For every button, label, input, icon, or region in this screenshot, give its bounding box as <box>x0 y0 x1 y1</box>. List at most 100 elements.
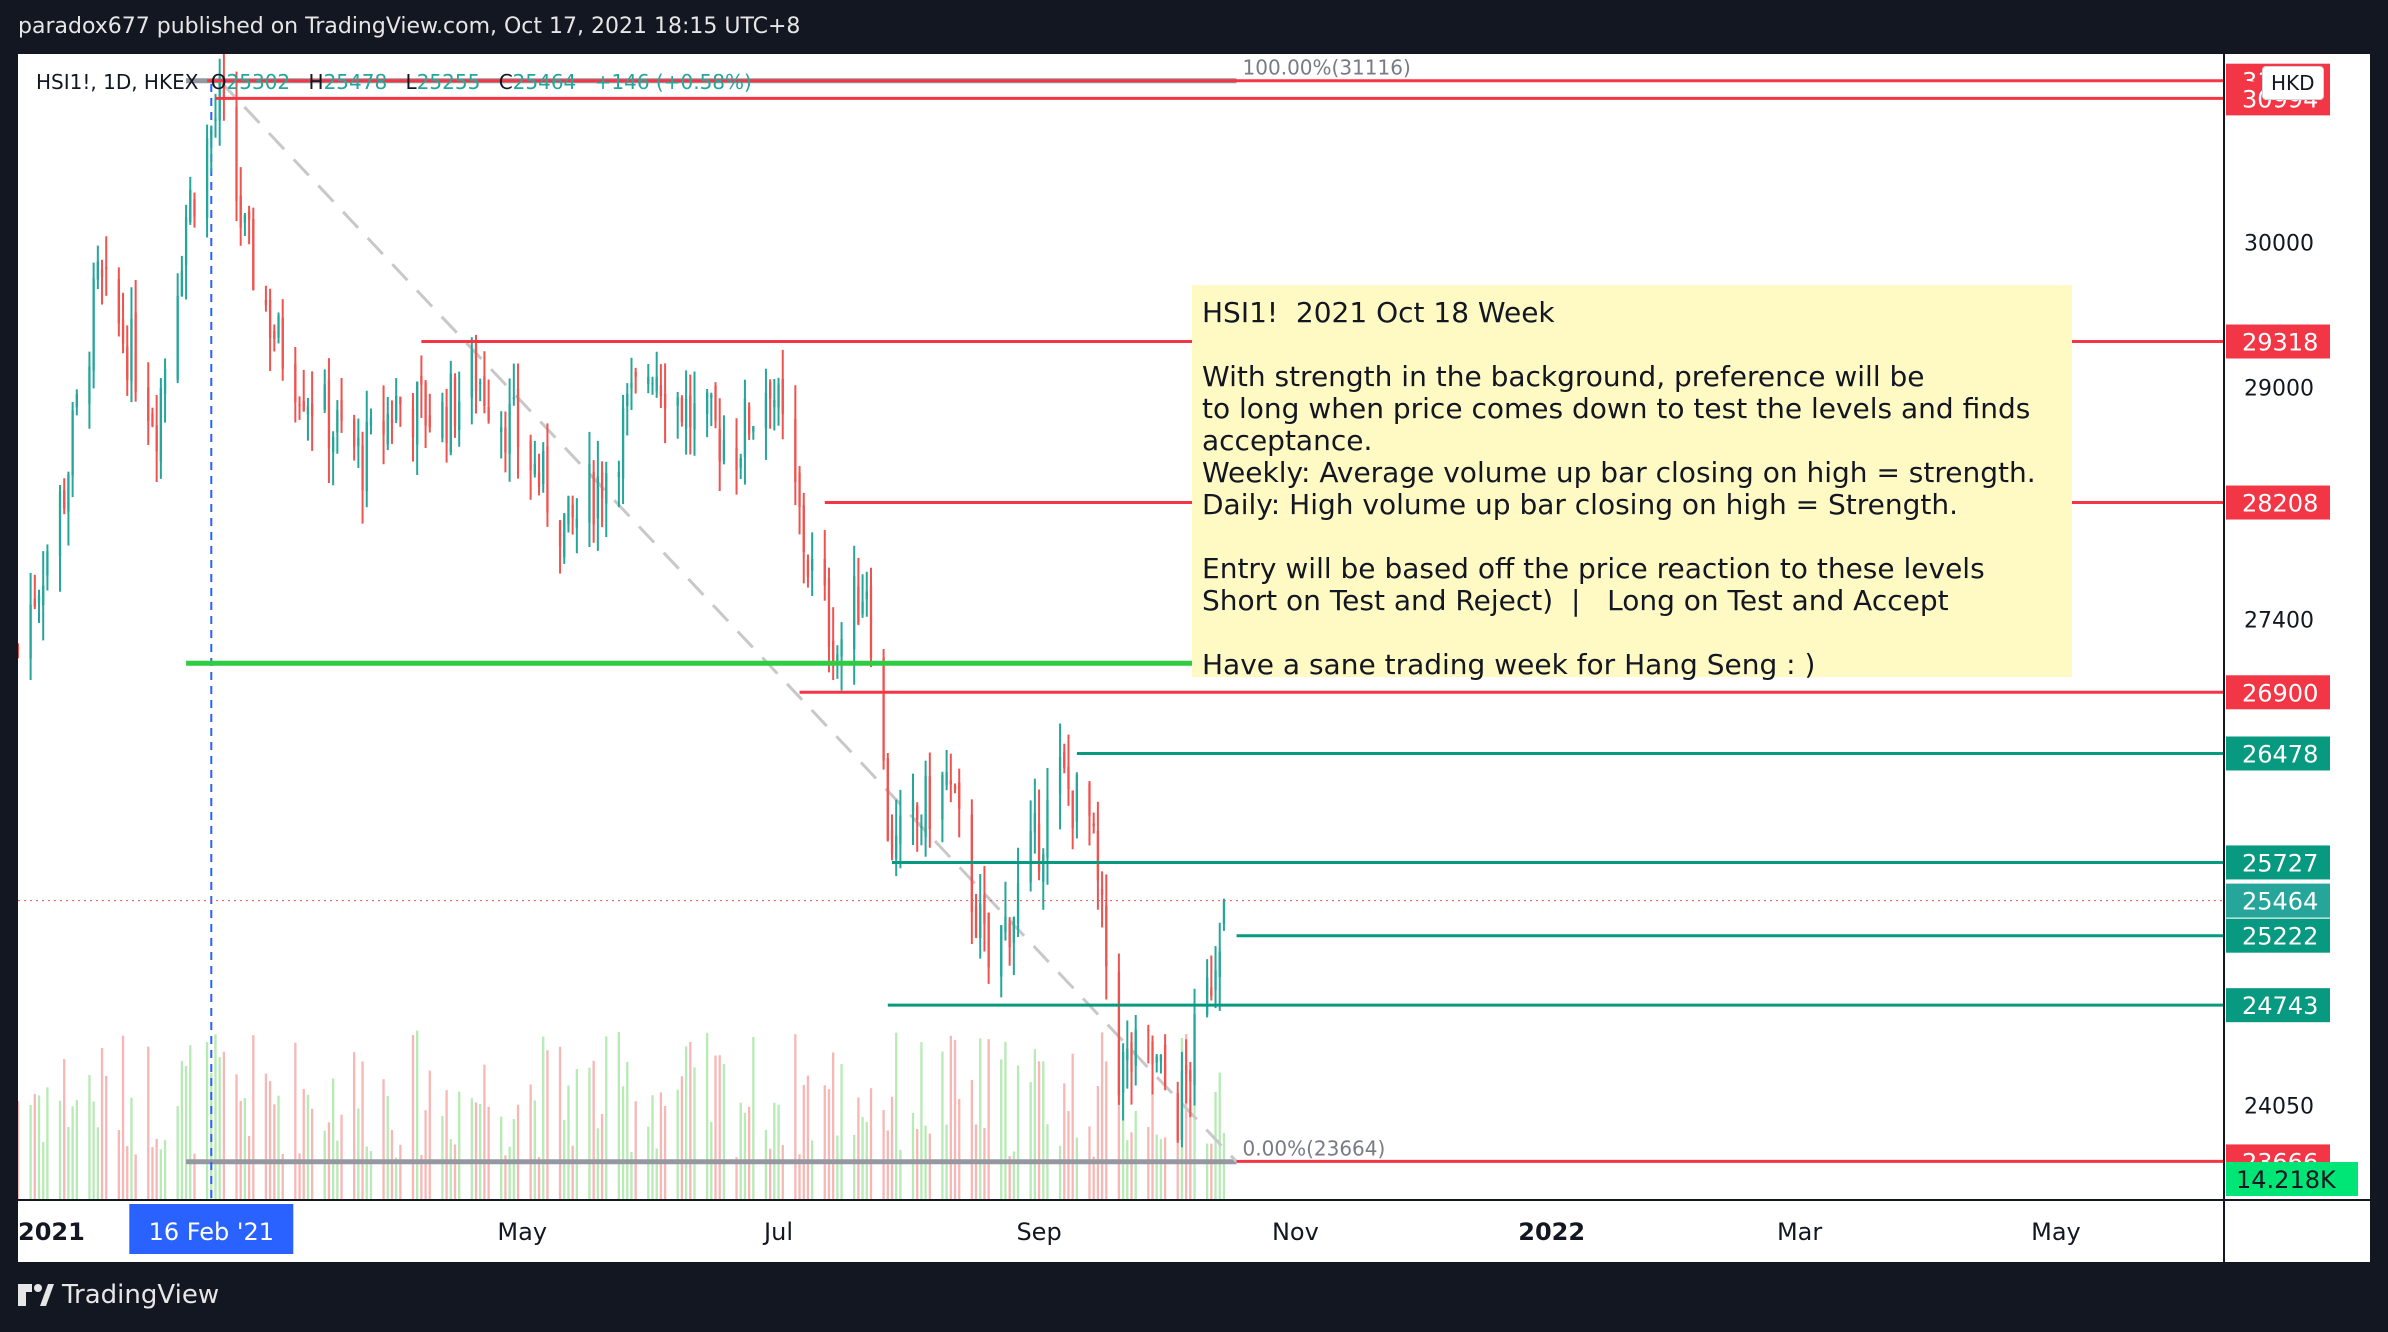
volume-bar <box>747 1106 751 1200</box>
candle-body <box>239 195 242 228</box>
price-axis-label-bg <box>2226 675 2330 710</box>
volume-bar <box>659 1092 663 1200</box>
volume-bar <box>399 1144 402 1200</box>
candle-body <box>832 640 835 666</box>
volume-bar <box>1058 1145 1062 1200</box>
volume-bar <box>92 1101 95 1200</box>
volume-bar <box>949 1035 952 1200</box>
candle-body <box>869 585 873 659</box>
candle-body <box>470 350 473 398</box>
price-axis-label-bg <box>2226 485 2330 520</box>
candle-body <box>857 586 860 625</box>
price-axis-label: 26478 <box>2242 740 2318 768</box>
candle-body <box>33 598 36 607</box>
volume-bar <box>1189 1097 1192 1200</box>
candle-body <box>1037 823 1041 872</box>
price-axis-label-bg <box>2226 988 2330 1023</box>
candle-body <box>1176 1093 1179 1141</box>
volume-bar <box>823 1085 826 1200</box>
volume-bar <box>735 1157 738 1200</box>
candle-body <box>155 425 158 452</box>
trend-line[interactable] <box>218 79 1238 1163</box>
candle-body <box>390 419 394 424</box>
candle-body <box>235 106 238 201</box>
volume-bar <box>483 1064 486 1200</box>
volume-bar <box>630 1151 633 1200</box>
x-tick-label: Nov <box>1272 1218 1319 1246</box>
candle-body <box>529 440 532 471</box>
volume-bar <box>58 1100 62 1200</box>
volume-bar <box>1008 1156 1011 1200</box>
currency-button[interactable]: HKD <box>2262 66 2324 100</box>
volume-bar <box>1029 1081 1032 1200</box>
volume-bar <box>105 1075 108 1200</box>
volume-bar <box>235 1074 238 1200</box>
candle-body <box>794 419 797 483</box>
volume-bar <box>869 1088 873 1200</box>
volume-bar <box>890 1096 894 1200</box>
candle-body <box>180 270 184 297</box>
candle-body <box>743 398 747 457</box>
candle-body <box>1016 883 1020 924</box>
candle-body <box>205 138 209 218</box>
candle-body <box>281 317 284 369</box>
candle-body <box>382 420 385 435</box>
volume-bar <box>63 1058 66 1200</box>
candle-body <box>277 315 280 338</box>
candle-body <box>411 408 415 438</box>
candle-body <box>176 295 179 380</box>
candle-body <box>75 394 78 408</box>
note-line <box>1202 329 2062 361</box>
volume-bar <box>806 1075 810 1200</box>
candle-body <box>735 447 738 471</box>
candle-body <box>1159 1054 1163 1062</box>
chart-frame[interactable]: 100.00%(31116) 0.00%(23664) 30000 29000 2740… <box>18 54 2370 1262</box>
candle-body <box>979 903 982 938</box>
volume-bar <box>71 1106 74 1200</box>
volume-bar <box>533 1100 536 1200</box>
price-axis-label: 29318 <box>2242 329 2318 357</box>
volume-bar <box>487 1106 490 1200</box>
candle-body <box>1012 917 1016 943</box>
volume-bar <box>470 1098 473 1200</box>
candle-body <box>806 559 810 577</box>
candle-body <box>487 407 490 422</box>
volume-bar <box>1000 1059 1003 1200</box>
legend-change: +146 (+0.58%) <box>594 70 752 94</box>
analysis-note[interactable]: HSI1! 2021 Oct 18 Week With strength in … <box>1192 285 2072 681</box>
candle-body <box>483 376 486 406</box>
volume-bar <box>853 1134 856 1200</box>
note-line <box>1202 617 2062 649</box>
volume-bar <box>130 1097 133 1200</box>
legend-close: 25464 <box>512 70 577 94</box>
candle-body <box>268 299 272 339</box>
volume-bar <box>1033 1049 1037 1200</box>
volume-bar <box>277 1095 280 1200</box>
candle-body <box>768 382 772 399</box>
volume-bar <box>159 1149 163 1200</box>
candle-body <box>1193 1014 1196 1086</box>
volume-bar <box>684 1046 688 1200</box>
candle-body <box>302 400 305 411</box>
volume-bar <box>151 1147 154 1200</box>
volume-bar <box>1037 1061 1041 1200</box>
candle-body <box>974 906 978 938</box>
volume-bar <box>571 1145 574 1200</box>
volume-bar <box>163 1140 167 1200</box>
volume-bar <box>617 1031 621 1200</box>
candle-body <box>449 373 452 453</box>
fib-bottom-label: 0.00%(23664) <box>1243 1137 1386 1161</box>
candle-body <box>710 394 713 398</box>
volume-bar <box>882 1110 885 1200</box>
volume-bar <box>979 1038 982 1200</box>
volume-bar <box>1210 1143 1213 1200</box>
tradingview-brand[interactable]: TradingView <box>18 1280 219 1310</box>
volume-bar <box>395 1157 398 1200</box>
volume-bar <box>126 1146 129 1200</box>
volume-bar <box>180 1061 184 1200</box>
candle-body <box>504 427 507 453</box>
volume-bar <box>331 1078 335 1200</box>
volume-bar <box>802 1084 805 1200</box>
chart-canvas[interactable]: 100.00%(31116) 0.00%(23664) 30000 29000 2740… <box>18 54 2370 1262</box>
volume-bar <box>1222 1133 1226 1200</box>
